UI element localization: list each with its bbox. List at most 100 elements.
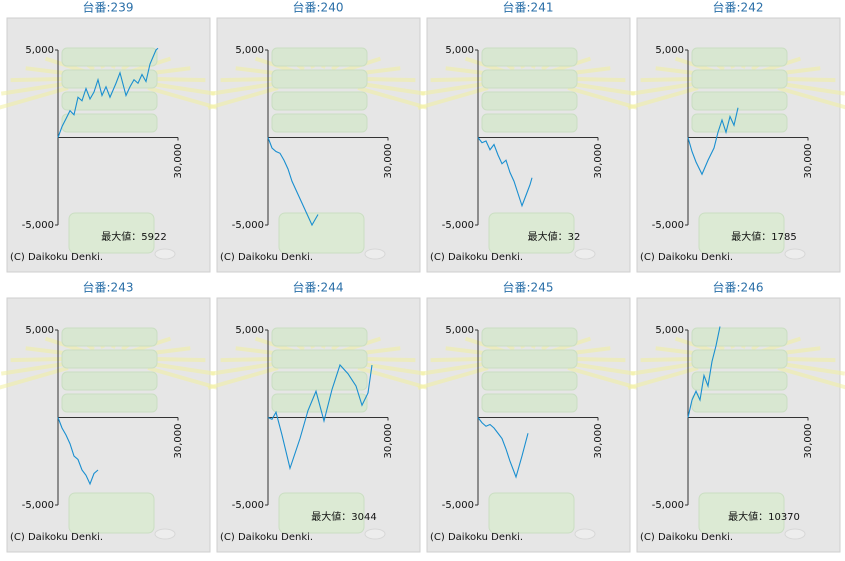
tray [481,47,578,67]
ray [417,86,489,110]
tray [691,69,788,89]
ray [567,366,639,390]
dish [574,528,596,540]
chart-title: 台番:244 [293,280,344,295]
background-art [207,47,429,260]
credit: (C) Daikoku Denki. [10,252,103,263]
tray [698,212,785,254]
max-value: 最大値：1785 [731,230,796,243]
max-value: 最大値：32 [528,230,581,243]
background-art [0,47,219,260]
tray [691,327,788,347]
tray [481,327,578,347]
credit: (C) Daikoku Denki. [640,252,733,263]
chart-title: 台番:243 [83,280,134,295]
data-line [267,363,373,471]
tray [61,91,158,111]
y-tick-label: -5,000 [22,220,54,231]
data-line [477,137,533,208]
ray [147,366,219,390]
ray [147,86,219,110]
tray [271,327,368,347]
ray [566,361,636,376]
x-tick-label: 30,000 [593,144,604,179]
ray [567,86,639,110]
tray [68,492,155,534]
y-tick-label: -5,000 [232,500,264,511]
tray [481,393,578,413]
tray [271,349,368,369]
tray [481,69,578,89]
chart-title: 台番:242 [713,0,764,15]
tray [271,47,368,67]
ray [566,81,636,96]
tray [61,349,158,369]
tray [61,327,158,347]
credit: (C) Daikoku Denki. [640,532,733,543]
tray [61,393,158,413]
ray [776,81,845,96]
tray [271,371,368,391]
tray [691,113,788,133]
background-art [627,327,845,540]
data-line [687,107,739,176]
y-tick-label: 5,000 [445,45,474,56]
ray [627,366,699,390]
x-tick-label: 30,000 [173,424,184,459]
y-tick-label: -5,000 [442,500,474,511]
chart-title: 台番:241 [503,0,554,15]
background-art [417,327,639,540]
tray [488,492,575,534]
tray [691,47,788,67]
y-tick-label: 5,000 [235,45,264,56]
tray [271,69,368,89]
tray [691,91,788,111]
data-line [57,417,99,486]
data-line [477,417,529,479]
ray [356,81,426,96]
tray [481,91,578,111]
x-tick-label: 30,000 [803,424,814,459]
chart-title: 台番:240 [293,0,344,15]
y-tick-label: 5,000 [25,325,54,336]
credit: (C) Daikoku Denki. [220,252,313,263]
tray [278,492,365,534]
data-line [57,47,159,138]
max-value: 最大値：3044 [311,510,376,523]
max-value: 最大値：10370 [728,510,800,523]
max-value: 最大値：5922 [101,230,166,243]
tray [61,113,158,133]
ray [146,361,216,376]
credit: (C) Daikoku Denki. [430,252,523,263]
ray [146,81,216,96]
credit: (C) Daikoku Denki. [220,532,313,543]
ray [776,361,845,376]
tray [481,349,578,369]
x-tick-label: 30,000 [593,424,604,459]
y-tick-label: -5,000 [652,500,684,511]
y-tick-label: 5,000 [445,325,474,336]
y-tick-label: 5,000 [655,45,684,56]
tray [691,349,788,369]
tray [698,492,785,534]
tray [691,371,788,391]
ray [0,86,69,110]
tray [691,393,788,413]
chart-title: 台番:239 [83,0,134,15]
x-tick-label: 30,000 [803,144,814,179]
dish [574,248,596,260]
ray [417,366,489,390]
background-art [417,47,639,260]
data-line [687,326,721,418]
tray [61,69,158,89]
ray [627,86,699,110]
tray [271,91,368,111]
ray [357,366,429,390]
ray [207,366,279,390]
background-art [0,327,219,540]
ray [207,86,279,110]
x-tick-label: 30,000 [173,144,184,179]
dish [364,528,386,540]
ray [357,86,429,110]
